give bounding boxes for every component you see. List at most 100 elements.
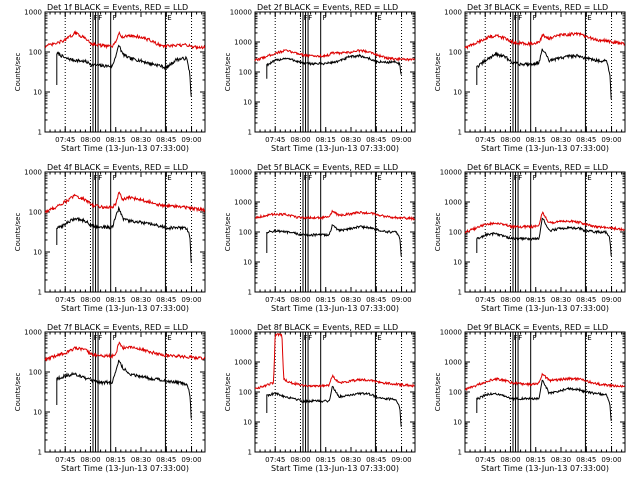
- chart-title: Det 6f BLACK = Events, RED = LLD: [467, 163, 608, 172]
- flag-marker: F: [98, 174, 102, 182]
- y-tick-label: 1: [248, 449, 252, 457]
- flag-marker: F: [113, 334, 117, 342]
- chart-panel-6: Det 6f BLACK = Events, RED = LLD 1 10 100 10…: [434, 163, 626, 313]
- chart-title: Det 9f BLACK = Events, RED = LLD: [467, 323, 608, 332]
- x-tick-label: 09:00: [391, 456, 411, 464]
- x-tick-label: 08:15: [106, 136, 126, 144]
- x-tick-label: 07:45: [55, 456, 75, 464]
- events-series-line: [476, 48, 612, 100]
- x-tick-label: 08:45: [156, 456, 176, 464]
- y-tick-label: 10: [453, 259, 462, 267]
- x-tick-label: 07:45: [475, 456, 495, 464]
- x-tick-label: 09:00: [601, 136, 621, 144]
- x-tick-label: 09:00: [391, 136, 411, 144]
- flag-marker: F: [93, 334, 97, 342]
- flag-marker: F: [323, 334, 327, 342]
- chart-title: Det 2f BLACK = Events, RED = LLD: [257, 3, 398, 12]
- chart-title: Det 4f BLACK = Events, RED = LLD: [47, 163, 188, 172]
- lld-series-line: [254, 48, 416, 62]
- x-tick-label: 09:00: [181, 136, 201, 144]
- flag-marker: F: [533, 174, 537, 182]
- x-tick-label: 08:45: [366, 456, 386, 464]
- plot-frame: [254, 171, 416, 293]
- y-tick-label: 100: [29, 369, 42, 377]
- flag-marker: F: [518, 14, 522, 22]
- chart-panel-8: Det 8f BLACK = Events, RED = LLD 1 10 100 10…: [224, 323, 416, 473]
- x-tick-label: 08:15: [526, 136, 546, 144]
- plot-frame: [464, 331, 626, 453]
- y-tick-label: 10000: [230, 329, 252, 337]
- x-tick-label: 07:45: [55, 296, 75, 304]
- y-tick-label: 10000: [230, 169, 252, 177]
- lld-series-line: [44, 191, 206, 214]
- flag-marker: E: [167, 334, 171, 342]
- x-tick-label: 08:45: [576, 456, 596, 464]
- x-tick-label: 08:00: [290, 296, 310, 304]
- y-axis-label: Counts/sec: [434, 53, 442, 92]
- flag-marker: F: [533, 14, 537, 22]
- y-tick-label: 100: [449, 49, 462, 57]
- y-tick-label: 10: [243, 259, 252, 267]
- flag-marker: F: [513, 334, 517, 342]
- y-tick-label: 1000: [24, 329, 42, 337]
- y-tick-label: 10: [453, 419, 462, 427]
- y-axis-label: Counts/sec: [14, 53, 22, 92]
- flag-marker: F: [513, 14, 517, 22]
- events-series-line: [476, 379, 612, 422]
- flag-marker: F: [303, 334, 307, 342]
- flag-marker: F: [308, 334, 312, 342]
- x-tick-label: 08:00: [500, 456, 520, 464]
- flag-marker: F: [93, 14, 97, 22]
- x-tick-label: 08:45: [576, 136, 596, 144]
- y-tick-label: 100: [29, 209, 42, 217]
- plot-frame: [44, 331, 206, 453]
- plot-frame: [44, 171, 206, 293]
- x-tick-label: 08:15: [526, 456, 546, 464]
- y-tick-label: 1000: [234, 39, 252, 47]
- flag-marker: F: [308, 14, 312, 22]
- x-axis-label: Start Time (13-Jun-13 07:33:00): [481, 144, 609, 153]
- y-tick-label: 10: [453, 89, 462, 97]
- y-axis-label: Counts/sec: [224, 213, 232, 252]
- x-tick-label: 08:00: [500, 296, 520, 304]
- y-tick-label: 1: [38, 449, 42, 457]
- events-series-line: [56, 44, 192, 97]
- x-tick-label: 08:00: [80, 136, 100, 144]
- x-axis-label: Start Time (13-Jun-13 07:33:00): [61, 304, 189, 313]
- flag-marker: F: [323, 14, 327, 22]
- y-axis-label: Counts/sec: [434, 213, 442, 252]
- x-tick-label: 08:15: [316, 136, 336, 144]
- x-tick-label: 08:30: [551, 456, 571, 464]
- flag-marker: F: [98, 14, 102, 22]
- flag-marker: E: [377, 334, 381, 342]
- y-tick-label: 100: [29, 49, 42, 57]
- chart-title: Det 1f BLACK = Events, RED = LLD: [47, 3, 188, 12]
- y-tick-label: 100: [239, 69, 252, 77]
- y-tick-label: 1: [248, 289, 252, 297]
- x-tick-label: 08:00: [80, 296, 100, 304]
- x-tick-label: 07:45: [265, 456, 285, 464]
- y-tick-label: 1000: [444, 199, 462, 207]
- plot-frame: [464, 11, 626, 133]
- lld-series-line: [465, 372, 626, 392]
- lld-series-line: [254, 209, 416, 221]
- flag-marker: E: [377, 14, 381, 22]
- y-tick-label: 100: [239, 229, 252, 237]
- events-series-line: [56, 359, 192, 419]
- chart-title: Det 7f BLACK = Events, RED = LLD: [47, 323, 188, 332]
- flag-marker: F: [308, 174, 312, 182]
- y-tick-label: 10000: [440, 169, 462, 177]
- y-axis-label: Counts/sec: [14, 213, 22, 252]
- x-tick-label: 08:45: [156, 296, 176, 304]
- x-tick-label: 08:15: [316, 456, 336, 464]
- x-tick-label: 08:45: [366, 296, 386, 304]
- lld-series-line: [44, 29, 206, 51]
- flag-marker: E: [167, 174, 171, 182]
- plot-frame: [254, 11, 416, 133]
- y-tick-label: 1000: [444, 9, 462, 17]
- flag-marker: F: [113, 14, 117, 22]
- flag-marker: E: [167, 14, 171, 22]
- chart-panel-3: Det 3f BLACK = Events, RED = LLD 1 10 100 10…: [434, 3, 626, 153]
- x-tick-label: 09:00: [601, 456, 621, 464]
- x-tick-label: 08:30: [551, 136, 571, 144]
